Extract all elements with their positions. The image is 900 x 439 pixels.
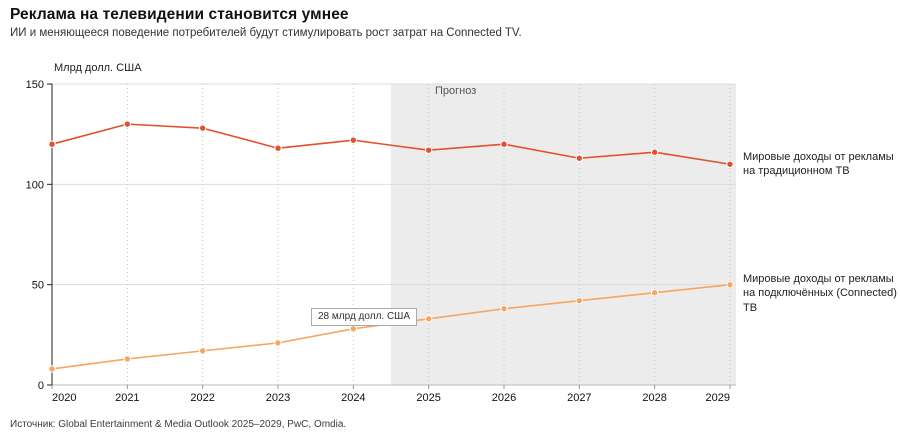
data-point — [650, 288, 659, 297]
series-line-0 — [51, 123, 731, 166]
x-tick-label: 2020 — [52, 392, 76, 404]
y-tick-label: 100 — [26, 179, 44, 191]
page-title: Реклама на телевидении становится умнее — [10, 6, 349, 23]
data-point — [500, 305, 508, 313]
y-tick-label: 150 — [26, 79, 44, 91]
forecast-label: Прогноз — [435, 85, 476, 97]
x-tick-label: 2024 — [341, 392, 365, 404]
data-point — [48, 365, 56, 373]
x-tick-label: 2022 — [190, 392, 214, 404]
y-tick-label: 0 — [38, 380, 44, 392]
data-point — [349, 325, 358, 333]
page-subtitle: ИИ и меняющееся поведение потребителей б… — [10, 27, 522, 39]
data-point — [575, 297, 584, 305]
data-point — [726, 280, 734, 289]
legend-traditional-tv: Мировые доходы от рекламы на традиционно… — [743, 151, 894, 178]
data-point — [726, 160, 734, 168]
y-axis-unit-label: Млрд долл. США — [54, 62, 142, 74]
data-point — [198, 124, 207, 132]
data-point — [123, 120, 132, 128]
legend-connected-tv: Мировые доходы от рекламы на подключённы… — [743, 273, 897, 314]
x-tick-label: 2025 — [416, 392, 440, 404]
data-point — [424, 315, 433, 323]
data-point — [575, 154, 584, 162]
data-point — [274, 144, 282, 152]
annotation-28bln: 28 млрд долл. США — [311, 308, 418, 326]
y-tick-label: 50 — [32, 280, 44, 292]
data-point — [424, 146, 433, 154]
data-point — [48, 140, 56, 148]
x-tick-label: 2023 — [266, 392, 290, 404]
data-point — [650, 148, 659, 156]
forecast-band — [391, 84, 736, 385]
data-point — [274, 339, 282, 347]
x-tick-label: 2028 — [642, 392, 666, 404]
x-tick-label: 2029 — [706, 392, 730, 404]
data-point — [500, 140, 508, 148]
data-point — [349, 136, 358, 144]
x-tick-label: 2021 — [115, 392, 139, 404]
x-tick-label: 2026 — [492, 392, 516, 404]
data-point — [123, 355, 132, 363]
x-tick-label: 2027 — [567, 392, 591, 404]
source-note: Источник: Global Entertainment & Media O… — [10, 419, 347, 430]
data-point — [198, 347, 207, 355]
